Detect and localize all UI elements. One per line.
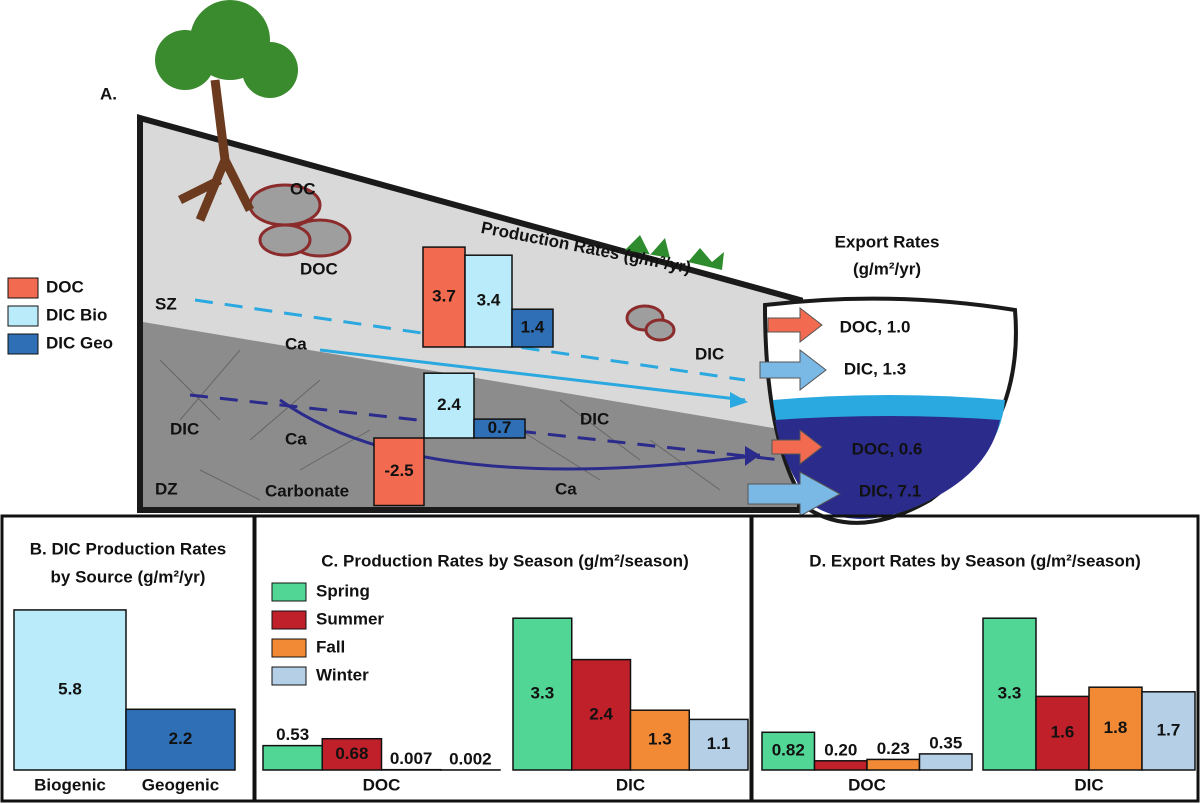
value-label: 1.6 [1051,723,1075,742]
export-rate: DIC, 1.3 [844,359,906,378]
value-label: 1.8 [1104,718,1128,737]
bar [125,708,236,771]
arrow-head [730,392,748,408]
x-tick-label: DOC [848,775,886,794]
annotation: DIC [580,409,609,428]
bar [982,617,1037,771]
chart-title: C. Production Rates by Season (g/m²/seas… [321,551,688,570]
bar [761,731,816,771]
value-label: 3.3 [531,684,555,703]
legend-swatch [271,610,307,630]
bar [373,437,425,507]
x-tick-label: DOC [363,775,401,794]
bar [423,372,475,439]
legend-label: Winter [316,665,369,684]
value-label: 0.35 [929,733,962,752]
annotation: SZ [155,294,177,313]
oc-blobs [248,183,676,342]
annotation: Carbonate [265,481,349,500]
chart-title: B. DIC Production Rates [30,539,226,558]
annotation: DIC [170,419,199,438]
legend-swatch [271,666,307,686]
bar [321,737,383,771]
value-label: 0.7 [488,418,512,437]
bar [918,753,973,771]
carbonate-fractures [159,349,721,501]
x-tick-label: DIC [616,775,645,794]
value-label: 2.4 [589,704,613,723]
legend-swatch [7,305,39,327]
legend-label: DIC Geo [46,333,113,352]
export-rate: DOC, 0.6 [852,439,923,458]
value-label: 2.2 [169,729,193,748]
export-title: Export Rates [835,232,940,251]
annotation: OC [290,179,316,198]
legend-label: Spring [316,581,370,600]
annotation: DZ [155,479,178,498]
export-unit: (g/m²/yr) [853,259,921,278]
legend-swatch [271,582,307,602]
bar [512,617,573,771]
annotation: Ca [285,429,307,448]
bar [1035,695,1090,771]
x-tick-label: DIC [1074,775,1103,794]
value-label: 0.20 [824,740,857,759]
chart-title: D. Export Rates by Season (g/m²/season) [809,551,1141,570]
value-label: 2.4 [437,395,461,414]
value-label: 3.7 [432,287,456,306]
value-label: 3.4 [477,291,501,310]
arrow-head [745,446,760,466]
flow-arrow-dz [279,398,761,471]
legend-label: Fall [316,637,345,656]
bar [422,246,466,348]
export-arrows [747,306,842,517]
chart-subtitle: by Source (g/m²/yr) [51,567,206,586]
bar [1141,691,1196,771]
annotation: DIC [695,344,724,363]
legend-label: Summer [316,609,384,628]
annotation: Ca [555,479,577,498]
value-label: 1.7 [1157,720,1181,739]
bar [813,760,868,771]
annotation: Ca [285,334,307,353]
export-rate: DOC, 1.0 [840,317,911,336]
panel-d-frame [750,514,1200,803]
value-label: 0.82 [772,741,805,760]
value-label: 0.23 [877,739,910,758]
annotation: DOC [300,259,338,278]
x-tick-label: Biogenic [34,775,106,794]
panel-label: A. [100,84,117,103]
value-label: 1.1 [707,734,731,753]
export-rate: DIC, 7.1 [859,481,921,500]
bar [511,308,554,348]
value-label: -2.5 [384,461,413,480]
bar [866,758,921,771]
bar [473,418,526,439]
legend-swatch [7,277,39,299]
value-label: 1.3 [648,730,672,749]
value-label: 0.53 [276,725,309,744]
legend-swatch [7,333,39,355]
value-label: 5.8 [58,679,82,698]
bar [464,254,513,348]
bar [13,609,127,771]
legend-label: DOC [46,277,84,296]
bar [688,718,749,771]
bar [629,709,690,771]
legend-swatch [271,638,307,658]
legend-label: DIC Bio [46,305,107,324]
value-label: 3.3 [998,684,1022,703]
bar [1088,686,1143,771]
value-label: 0.002 [449,749,492,768]
tree [155,0,298,222]
value-label: 1.4 [521,318,545,337]
flow-arrow-sz [319,348,746,402]
value-label: 0.68 [335,744,368,763]
x-tick-label: Geogenic [142,775,219,794]
grass [625,235,724,270]
bar [262,744,323,771]
value-label: 0.007 [390,749,433,768]
